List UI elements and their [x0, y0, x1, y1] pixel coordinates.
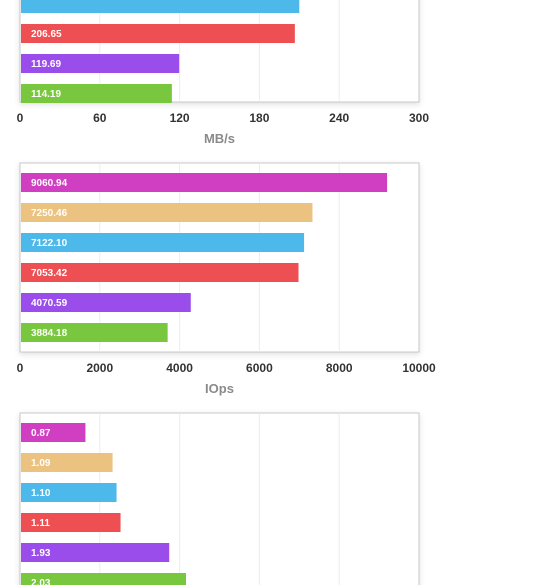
- bar-label: 0.87: [31, 428, 51, 439]
- tick-label: 240: [329, 111, 349, 125]
- chart-3: 0.87 1.09 1.10 1.11 1.93 2.03: [19, 412, 420, 585]
- tick-label: 4000: [166, 361, 193, 375]
- chart-1: 206.65 119.69 114.19 0 60 120 180 240 300 MB/s: [17, 0, 429, 146]
- bar: [21, 0, 300, 13]
- bar-label: 1.09: [31, 458, 51, 469]
- tick-label: 300: [409, 111, 429, 125]
- bar-label: 2.03: [31, 578, 51, 585]
- bar-label: 1.11: [31, 518, 50, 529]
- tick-label: 0: [17, 361, 24, 375]
- x-axis-title: MB/s: [204, 131, 235, 146]
- bar: [21, 423, 86, 442]
- tick-label: 10000: [402, 361, 436, 375]
- tick-label: 8000: [326, 361, 353, 375]
- bar-label: 206.65: [31, 29, 62, 40]
- x-axis-title: IOps: [205, 381, 234, 396]
- bar: [21, 483, 117, 502]
- bar-label: 1.93: [31, 548, 51, 559]
- bar-label: 7053.42: [31, 268, 68, 279]
- bar-label: 7122.10: [31, 238, 68, 249]
- bar: [21, 84, 172, 103]
- tick-label: 0: [17, 111, 24, 125]
- bar: [21, 453, 113, 472]
- bar: [21, 173, 388, 192]
- bar-label: 114.19: [31, 89, 61, 100]
- bar: [21, 573, 186, 585]
- tick-label: 60: [93, 111, 107, 125]
- plot-frame: [19, 162, 420, 353]
- bar-label: 7250.46: [31, 208, 68, 219]
- tick-label: 120: [170, 111, 190, 125]
- bar-label: 4070.59: [31, 298, 68, 309]
- bar-label: 3884.18: [31, 328, 68, 339]
- bar: [21, 543, 170, 562]
- bar: [21, 233, 305, 252]
- bar: [21, 263, 299, 282]
- tick-label: 180: [249, 111, 269, 125]
- tick-label: 6000: [246, 361, 273, 375]
- bar: [21, 513, 121, 532]
- tick-label: 2000: [86, 361, 113, 375]
- bar: [21, 323, 168, 342]
- bar: [21, 203, 313, 222]
- bar-label: 9060.94: [31, 178, 68, 189]
- bar-label: 119.69: [31, 59, 61, 70]
- bar-label: 1.10: [31, 488, 51, 499]
- bar: [21, 293, 191, 312]
- bar: [21, 54, 180, 73]
- bar: [21, 24, 295, 43]
- chart-2: 9060.94 7250.46 7122.10 7053.42 4070.59 3884.…: [17, 162, 436, 396]
